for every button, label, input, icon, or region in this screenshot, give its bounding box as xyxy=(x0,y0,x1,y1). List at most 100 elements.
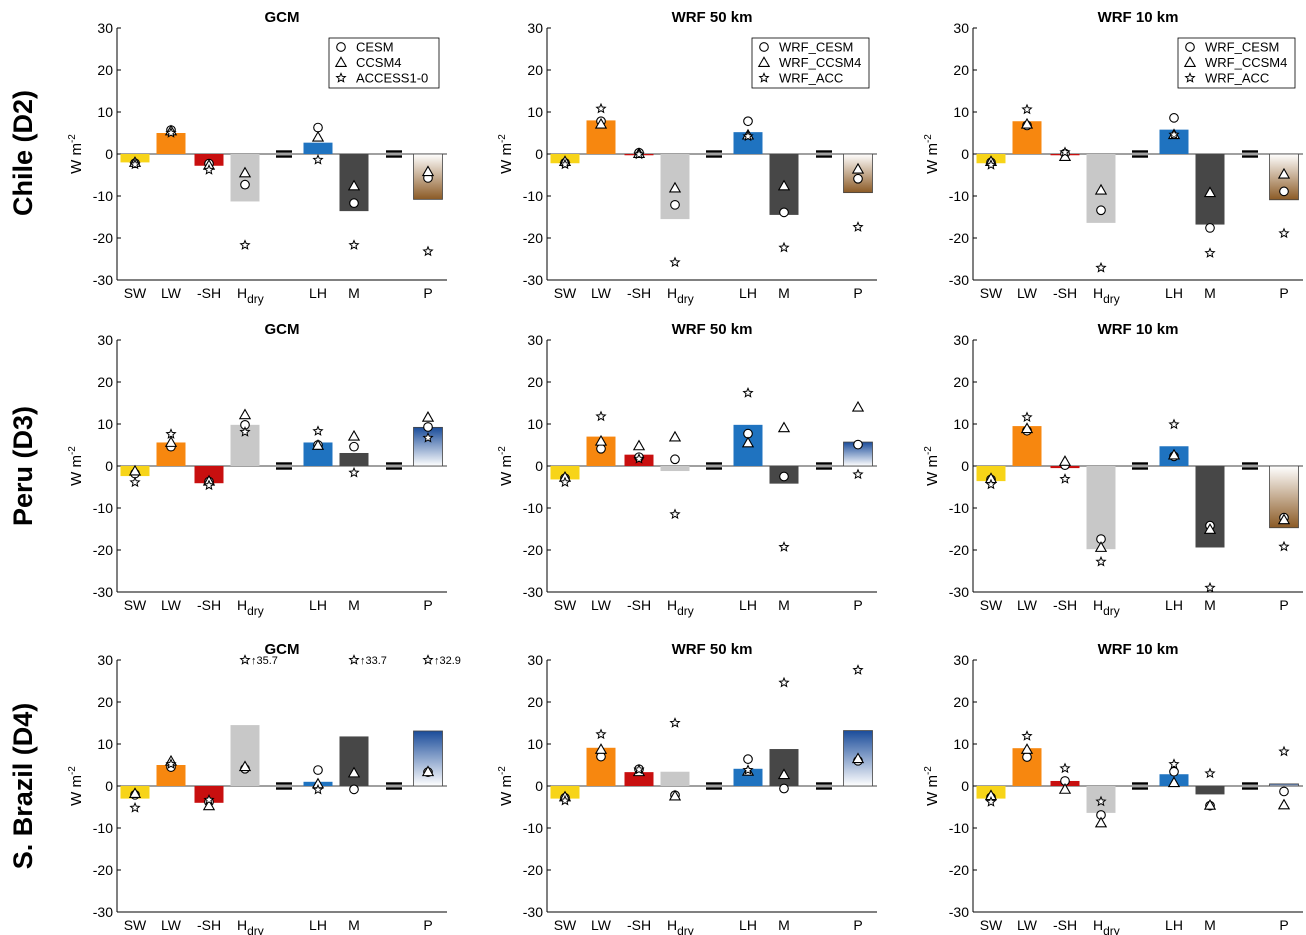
marker-star xyxy=(239,239,251,250)
y-tick-label: 20 xyxy=(97,694,113,710)
marker-star xyxy=(129,801,141,813)
category-label: -SH xyxy=(627,597,651,613)
y-tick-label: -10 xyxy=(949,188,969,204)
marker-triangle xyxy=(421,410,435,422)
marker-star xyxy=(1059,146,1071,158)
y-axis-label: W m-2 xyxy=(497,446,515,486)
category-label-dry-subscript: dry xyxy=(247,604,264,618)
y-tick-label: -30 xyxy=(523,584,543,600)
marker-circle xyxy=(670,199,680,210)
category-label-hdry: Hdry xyxy=(237,285,264,306)
panel-title: WRF 10 km xyxy=(1098,321,1179,338)
y-tick-label: 20 xyxy=(953,62,969,78)
marker-triangle xyxy=(632,439,646,451)
marker-triangle xyxy=(1058,455,1072,466)
y-axis-label-unit: W m xyxy=(68,143,85,174)
panel-title: WRF 10 km xyxy=(1098,641,1179,658)
bar-m xyxy=(339,452,369,466)
category-label: SW xyxy=(980,917,1003,933)
marker-star xyxy=(1021,730,1033,741)
bar-p xyxy=(413,730,443,787)
category-label: LH xyxy=(1165,917,1183,933)
y-axis-label-exponent: -2 xyxy=(67,446,78,455)
y-tick-label: 20 xyxy=(97,374,113,390)
marker-triangle xyxy=(347,179,361,191)
offscale-annotation: ↑33.7 xyxy=(360,655,387,667)
category-label: LH xyxy=(739,597,757,613)
y-tick-label: -20 xyxy=(949,230,969,246)
panel-1-1: GCM -30 -20 -10 0 10 20 30 W m-2 SW LW -SH Hdry LH M P C… xyxy=(67,9,447,306)
category-label: SW xyxy=(124,597,147,613)
marker-triangle xyxy=(421,165,435,177)
y-tick-label: 10 xyxy=(97,736,113,752)
marker-triangle xyxy=(594,743,608,754)
marker-star xyxy=(1278,540,1290,552)
marker-triangle xyxy=(311,130,325,142)
marker-circle xyxy=(1279,786,1289,797)
legend-box xyxy=(1177,37,1296,89)
marker-triangle xyxy=(164,436,178,447)
y-tick-label: -20 xyxy=(523,230,543,246)
marker-circle xyxy=(779,783,789,794)
category-label: P xyxy=(853,597,862,613)
marker-circle xyxy=(349,784,359,795)
marker-triangle xyxy=(668,789,682,801)
y-tick-label: -30 xyxy=(93,904,113,920)
category-label: SW xyxy=(124,917,147,933)
marker-triangle xyxy=(128,787,142,799)
marker-star xyxy=(778,241,790,253)
row-label-peru: Peru (D3) xyxy=(8,406,38,526)
panel-title: GCM xyxy=(265,321,300,338)
y-tick-label: 30 xyxy=(97,20,113,36)
category-label: M xyxy=(778,285,790,301)
marker-star xyxy=(312,153,324,165)
legend-marker-triangle xyxy=(1183,56,1197,67)
category-label: P xyxy=(423,285,432,301)
marker-star xyxy=(633,763,645,775)
category-label: LH xyxy=(739,285,757,301)
marker-triangle xyxy=(851,162,865,174)
category-label-hdry: Hdry xyxy=(237,917,264,935)
category-label: LW xyxy=(1017,285,1038,301)
y-axis-label: W m-2 xyxy=(923,766,941,806)
y-tick-label: 0 xyxy=(105,146,113,162)
y-tick-label: 20 xyxy=(953,694,969,710)
marker-star xyxy=(422,245,434,257)
marker-triangle xyxy=(777,421,791,433)
panel-title: WRF 50 km xyxy=(672,641,753,658)
legend-label: WRF_CCSM4 xyxy=(1205,55,1287,70)
legend-marker-star xyxy=(758,72,770,83)
panel-title: WRF 10 km xyxy=(1098,9,1179,26)
y-tick-label: 0 xyxy=(105,778,113,794)
y-axis-label-exponent: -2 xyxy=(497,446,508,455)
y-tick-label: 30 xyxy=(97,652,113,668)
marker-star xyxy=(633,452,645,464)
y-axis-label: W m-2 xyxy=(67,446,85,486)
marker-star xyxy=(312,425,324,436)
marker-star xyxy=(203,164,215,175)
panel-2-1: GCM -30 -20 -10 0 10 20 30 W m-2 SW LW -SH Hdry LH M P xyxy=(67,321,447,618)
category-label-dry-subscript: dry xyxy=(1103,604,1120,618)
y-axis-label-exponent: -2 xyxy=(923,134,934,143)
y-tick-label: 30 xyxy=(527,20,543,36)
category-label: P xyxy=(853,917,862,933)
marker-star xyxy=(203,479,215,491)
marker-circle xyxy=(240,179,250,190)
bar-lh xyxy=(733,132,763,154)
bar-p xyxy=(1269,783,1299,787)
category-label: P xyxy=(853,285,862,301)
marker-star xyxy=(559,158,571,170)
legend-label: WRF_CESM xyxy=(1205,40,1279,55)
y-tick-label: -10 xyxy=(93,820,113,836)
category-label-hdry: Hdry xyxy=(237,597,264,618)
y-tick-label: 0 xyxy=(535,146,543,162)
category-label: M xyxy=(778,597,790,613)
y-tick-label: 30 xyxy=(527,332,543,348)
marker-triangle xyxy=(1094,183,1108,195)
category-label-h: H xyxy=(1093,917,1103,933)
category-label: -SH xyxy=(627,285,651,301)
marker-star xyxy=(165,758,177,769)
category-label: LW xyxy=(591,285,612,301)
